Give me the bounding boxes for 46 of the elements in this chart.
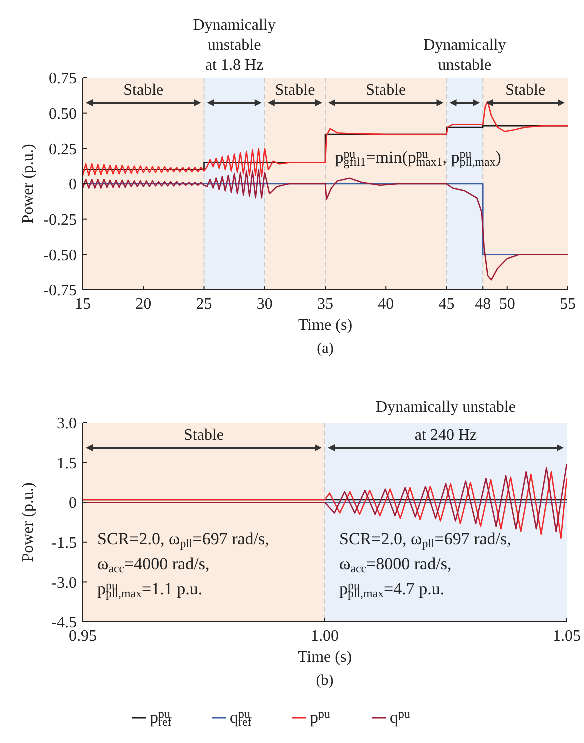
band-label: Dynamically unstable at 240 Hz bbox=[376, 399, 516, 444]
x-tick-label: 1.00 bbox=[311, 628, 339, 645]
y-tick-label: -0.75 bbox=[44, 282, 77, 300]
y-tick-label: 0 bbox=[69, 495, 77, 512]
y-tick-label: -0.50 bbox=[44, 247, 77, 264]
x-axis-title: Time (s) bbox=[298, 649, 352, 666]
y-tick-label: 0.25 bbox=[49, 141, 77, 158]
x-tick-label: 40 bbox=[378, 296, 394, 313]
y-tick-label: -0.25 bbox=[44, 212, 77, 229]
y-tick-label: 0 bbox=[69, 176, 77, 194]
band-label: Dynamically unstable bbox=[424, 37, 506, 74]
y-tick-label: -3.0 bbox=[52, 574, 77, 592]
y-tick-label: 1.5 bbox=[57, 455, 77, 472]
text: SCR=2.0, ω$_{pll}$=697 rad/s, ω$_{acc}$=8000 rad/s, p$^{pu}$$_{pll,max}$=4.7 p.u. bbox=[340, 529, 512, 600]
y-tick-label: 0.50 bbox=[49, 106, 77, 123]
y-tick-label: 0.75 bbox=[49, 70, 77, 88]
line-series bbox=[82, 463, 568, 532]
x-tick-label: 20 bbox=[136, 296, 152, 313]
y-tick-label: -1.5 bbox=[52, 535, 77, 552]
x-tick-label: 55 bbox=[560, 296, 576, 313]
y-axis-title: Power (p.u.) bbox=[20, 482, 37, 562]
x-tick-label: 25 bbox=[196, 296, 212, 313]
legend-label: p$^{pu}$ bbox=[310, 707, 330, 727]
band-label: Stable bbox=[275, 82, 316, 99]
band-label: Stable bbox=[124, 82, 164, 99]
band-label: Stable bbox=[184, 427, 224, 444]
x-tick-label: 1.05 bbox=[553, 628, 581, 645]
text: SCR=2.0, ω$_{pll}$=697 rad/s, ω$_{acc}$=4000 rad/s, p$^{pu}$$_{pll,max}$=1.1 p.u. bbox=[98, 529, 270, 600]
x-axis-title: Time (s) bbox=[298, 317, 353, 334]
y-tick-label: 3.0 bbox=[57, 416, 77, 433]
x-tick-label: 30 bbox=[256, 296, 273, 313]
legend-label: q$^{pu}$ bbox=[390, 707, 410, 727]
line-series bbox=[82, 169, 569, 281]
text: (a) bbox=[317, 341, 334, 357]
y-axis-title: Power (p.u.) bbox=[20, 144, 37, 224]
x-tick-label: 35 bbox=[318, 296, 334, 313]
line-series bbox=[82, 101, 569, 178]
x-tick-label: 48 bbox=[475, 296, 492, 313]
text: p$^{pu}$$_{gfil1}$=min(p$^{pu}$$_{max1}$, p$^{pu}$$_{pll,max}$) bbox=[335, 147, 502, 169]
x-tick-label: 50 bbox=[499, 296, 516, 313]
text: (b) bbox=[316, 673, 334, 689]
x-tick-label: 15 bbox=[75, 296, 91, 313]
band-label: Stable bbox=[366, 82, 406, 99]
band-label: Stable bbox=[506, 82, 546, 99]
band-label: Dynamically unstable at 1.8 Hz bbox=[193, 17, 276, 74]
x-tick-label: 45 bbox=[438, 296, 455, 313]
